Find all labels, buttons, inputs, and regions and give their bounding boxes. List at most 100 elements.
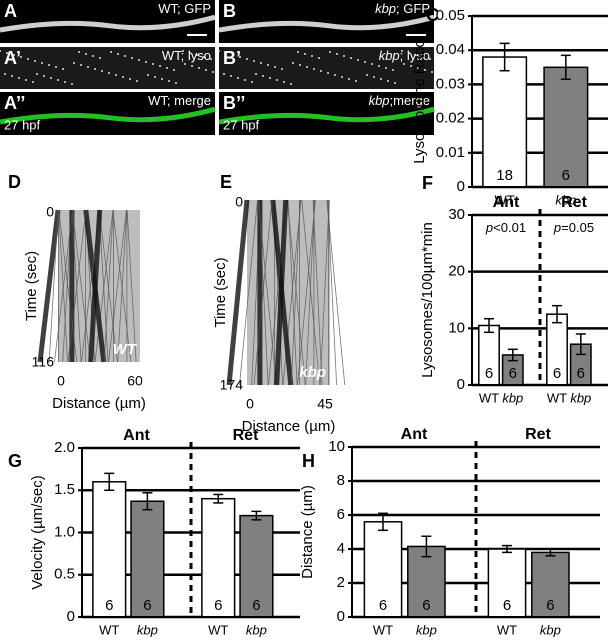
panel-letter: D — [8, 172, 21, 192]
image-label: kbp;merge — [369, 93, 430, 108]
lyso-dot — [366, 74, 368, 76]
y-axis-label: Lyso Volume Ratio — [411, 39, 428, 164]
lyso-dot — [152, 63, 154, 65]
panel-letter: H — [302, 451, 315, 471]
lyso-dot — [62, 68, 64, 70]
track — [327, 199, 337, 386]
lyso-dot — [36, 73, 38, 75]
lyso-dot — [32, 81, 34, 83]
y-axis-label: Velocity (µm/sec) — [29, 475, 46, 590]
panel-letter: B’’ — [223, 93, 245, 113]
lyso-dot — [92, 55, 94, 57]
track — [305, 199, 316, 386]
track — [326, 199, 346, 386]
lyso-dot — [189, 52, 191, 54]
track — [71, 209, 91, 363]
x-tick-label: WT — [208, 622, 228, 637]
panel-letter: G — [8, 451, 22, 471]
lyso-dot — [290, 83, 292, 85]
stage: 27 hpf — [4, 117, 41, 132]
panel-letter: F — [422, 173, 433, 193]
track — [54, 209, 73, 363]
track — [274, 199, 289, 386]
n-label: 6 — [509, 365, 517, 382]
lyso-dot — [110, 51, 112, 53]
lyso-dot — [336, 53, 338, 55]
y-tick-label: 0.03 — [436, 75, 465, 92]
bar — [130, 500, 165, 618]
lyso-dot — [87, 66, 89, 68]
kymo-label: WT — [113, 341, 138, 358]
lyso-dot — [50, 77, 52, 79]
lyso-dot — [175, 82, 177, 84]
y-tick-label: 2 — [337, 574, 345, 591]
y-tick-label: 4 — [337, 540, 345, 557]
lyso-dot — [184, 63, 186, 65]
x-tick-label: kbp — [540, 622, 561, 637]
lyso-dot — [166, 67, 168, 69]
lyso-dot — [410, 65, 412, 67]
x-tick-label: 0 — [57, 373, 65, 389]
lyso-dot — [417, 67, 419, 69]
lyso-dot — [210, 58, 212, 60]
x-tick-label: kbp — [502, 390, 523, 405]
lyso-dot — [168, 80, 170, 82]
y-tick-label: 8 — [337, 472, 345, 489]
track — [67, 209, 87, 363]
x-tick-label: 45 — [317, 396, 333, 412]
lyso-dot — [403, 63, 405, 65]
lyso-dot — [334, 74, 336, 76]
x-tick-label: 60 — [127, 373, 143, 389]
x-tick-label: kbp — [555, 192, 576, 207]
bar — [531, 551, 570, 618]
x-tick-label: WT — [99, 622, 119, 637]
y-tick-label: 1.5 — [54, 481, 75, 498]
lyso-dot — [108, 72, 110, 74]
lyso-dot — [327, 72, 329, 74]
lyso-dot — [246, 58, 248, 60]
panel-letter: E — [220, 172, 232, 192]
lyso-dot — [43, 75, 45, 77]
genotype: WT — [148, 93, 168, 108]
lyso-dot — [4, 73, 6, 75]
lyso-dot — [364, 61, 366, 63]
p-value: p=0.05 — [553, 220, 594, 235]
y-axis-label: Lysosomes/100µm*min — [419, 222, 436, 378]
lyso-dot — [422, 56, 424, 58]
micrograph — [219, 0, 434, 43]
lyso-dot — [13, 54, 15, 56]
lyso-dot — [306, 66, 308, 68]
y-tick-label: 1.0 — [54, 523, 75, 540]
lyso-dot — [269, 77, 271, 79]
y-tick-label: 0.04 — [436, 41, 465, 58]
lyso-dot — [348, 78, 350, 80]
lyso-dot — [392, 69, 394, 71]
lyso-dot — [380, 78, 382, 80]
x-axis-label: Distance (µm) — [242, 418, 336, 435]
lyso-dot — [274, 66, 276, 68]
micrograph — [219, 47, 434, 89]
lyso-dot — [55, 66, 57, 68]
x-tick-label: WT — [479, 390, 499, 405]
n-label: 6 — [562, 167, 570, 184]
panel-letter: A’’ — [4, 93, 25, 113]
lyso-dot — [385, 67, 387, 69]
lyso-dot — [371, 63, 373, 65]
lyso-dot — [147, 74, 149, 76]
lyso-dot — [262, 75, 264, 77]
lyso-dot — [18, 77, 20, 79]
lyso-dot — [424, 69, 426, 71]
track — [117, 209, 128, 363]
track — [297, 199, 316, 386]
lyso-dot — [255, 73, 257, 75]
track — [37, 209, 61, 363]
y-tick-label: 0.5 — [54, 566, 75, 583]
lyso-dot — [355, 80, 357, 82]
lyso-dot — [341, 76, 343, 78]
lyso-dot — [415, 54, 417, 56]
axon — [218, 14, 435, 33]
image-label: WT; lyso — [162, 48, 211, 63]
lyso-dot — [41, 62, 43, 64]
marker: ; GFP — [177, 1, 211, 16]
